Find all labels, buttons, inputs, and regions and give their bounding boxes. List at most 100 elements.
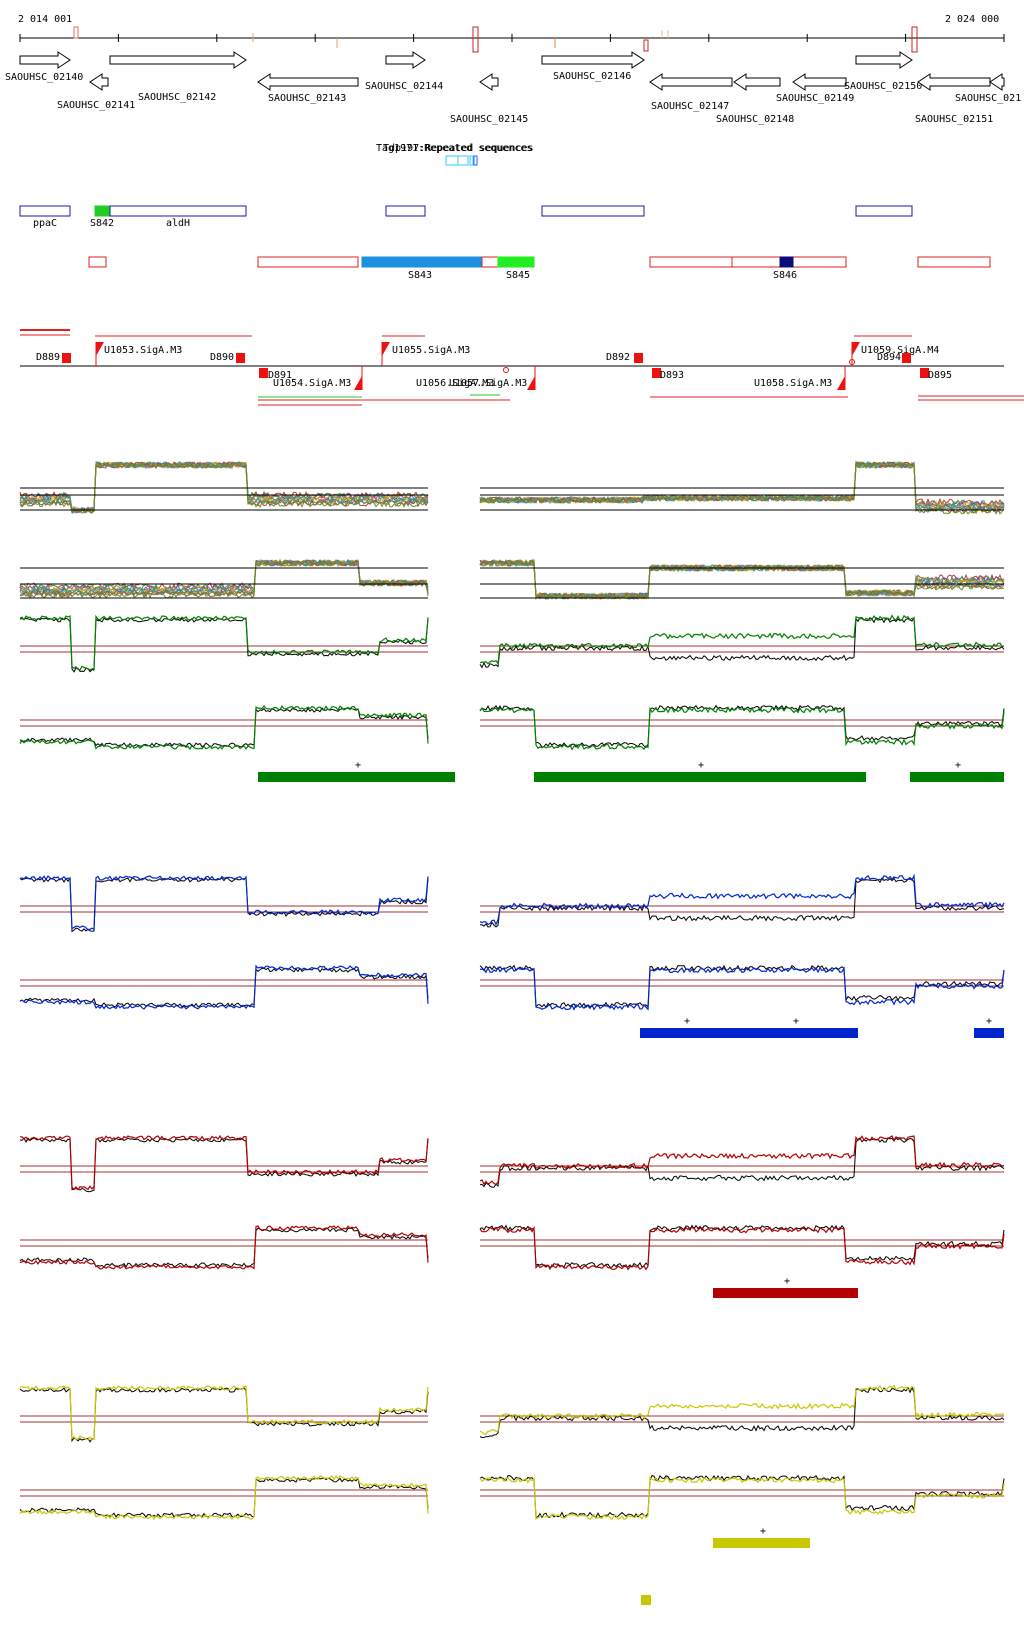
promoter-U1057: U1057.SigA.M3 — [449, 378, 527, 389]
profile-curve — [480, 876, 1005, 928]
significance-mark: + — [955, 760, 961, 771]
profile-curve — [479, 1386, 1005, 1439]
promoter-D894: D894 — [877, 352, 901, 363]
gene-label: SAOUHSC_02141 — [57, 100, 135, 111]
significance-mark: + — [355, 760, 361, 771]
profile-curve — [479, 1225, 1005, 1271]
gene-label: SAOUHSC_02140 — [5, 72, 83, 83]
significance-mark: + — [698, 760, 704, 771]
gene-arrow — [649, 73, 733, 91]
gene-arrow — [385, 51, 426, 69]
profile-panel-blue: + + + — [19, 873, 1005, 1038]
profile-curve — [19, 707, 429, 748]
profile-curve — [19, 1475, 429, 1521]
profile-curve — [19, 614, 429, 671]
gene-arrow — [109, 51, 247, 69]
profile-curve — [19, 964, 429, 1010]
promoter-D895: D895 — [928, 370, 952, 381]
significance-bar — [910, 772, 1004, 782]
annot-ppaC: ppaC — [33, 218, 57, 229]
significance-bar — [258, 772, 455, 782]
profile-curve — [19, 875, 429, 931]
annot-aldH: aldH — [166, 218, 190, 229]
significance-bar — [534, 772, 866, 782]
profile-curve — [19, 1227, 429, 1268]
profile-curve — [479, 1476, 1005, 1521]
profile-curve — [479, 461, 1005, 516]
promoter-U1059: U1059.SigA.M4 — [861, 345, 939, 356]
gene-arrow — [792, 73, 847, 91]
profile-curve — [19, 1137, 429, 1193]
gene-arrow — [89, 73, 109, 91]
profile-curve — [19, 461, 429, 514]
gene-label: SAOUHSC_02146 — [553, 71, 631, 82]
profile-curve — [19, 1477, 429, 1518]
significance-bar — [640, 1028, 858, 1038]
annot-S843: S843 — [408, 270, 432, 281]
promoter-U1055: U1055.SigA.M3 — [392, 345, 470, 356]
promoter-D892: D892 — [606, 352, 630, 363]
profile-curve — [479, 1135, 1005, 1186]
profile-curve — [479, 616, 1005, 669]
significance-mark: + — [986, 1016, 992, 1027]
gene-arrow — [479, 73, 499, 91]
profile-curve — [19, 558, 429, 599]
promoter-track: D889 U1053.SigA.M3 D890 D891 U1054.SigA.… — [20, 329, 1024, 406]
profile-curve — [479, 1224, 1005, 1269]
significance-bar — [974, 1028, 1004, 1038]
minus-strand-annotations: S843 S845 S846 — [88, 256, 991, 281]
profile-panel-yellow: + — [19, 1384, 1005, 1548]
significance-mark: + — [684, 1016, 690, 1027]
promoter-U1053: U1053.SigA.M3 — [104, 345, 182, 356]
profile-panel-all — [19, 460, 1005, 601]
profile-curve — [479, 1384, 1005, 1436]
promoter-D893: D893 — [660, 370, 684, 381]
gene-label: SAOUHSC_02148 — [716, 114, 794, 125]
gene-label: SAOUHSC_02149 — [776, 93, 854, 104]
profile-curve — [19, 1134, 429, 1191]
profile-curve — [19, 876, 429, 933]
promoter-D890: D890 — [210, 352, 234, 363]
profile-curve — [479, 873, 1005, 926]
gene-label: SAOUHSC_02150 — [844, 81, 922, 92]
annot-S842: S842 — [90, 218, 114, 229]
profile-curve — [19, 617, 429, 673]
significance-mark: + — [793, 1016, 799, 1027]
gene-arrow — [19, 51, 71, 69]
gene-arrow — [733, 73, 781, 91]
promoter-D889: D889 — [36, 352, 60, 363]
annot-S846: S846 — [773, 270, 797, 281]
profile-curve — [479, 460, 1005, 513]
profile-curve — [19, 461, 429, 514]
gene-arrow — [541, 51, 645, 69]
gene-arrow — [989, 73, 1005, 91]
profile-curve — [19, 1225, 429, 1270]
gene-label: SAOUHSC_02144 — [365, 81, 443, 92]
gene-arrow — [917, 73, 991, 91]
profile-curve — [19, 967, 429, 1008]
gene-label: SAOUHSC_02142 — [138, 92, 216, 103]
gene-label: SAOUHSC_021 — [955, 93, 1021, 104]
significance-mark: + — [784, 1276, 790, 1287]
profile-curve — [479, 706, 1005, 751]
profile-panel-red: + — [19, 1134, 1005, 1298]
profile-curve — [19, 1387, 429, 1443]
profile-curve — [479, 559, 1005, 601]
profile-curve — [479, 1137, 1005, 1188]
repeat-track: Tag1971:Repeated sequences Tdp197:Repeat… — [376, 143, 534, 166]
gene-arrow — [855, 51, 913, 69]
axis-end-label: 2 024 000 — [945, 14, 999, 25]
profile-curve — [19, 559, 429, 591]
significance-bar — [713, 1288, 858, 1298]
gene-label: SAOUHSC_02147 — [651, 101, 729, 112]
expression-profiles: + + + + + + + + — [19, 460, 1005, 1605]
significance-bar — [713, 1538, 810, 1548]
plus-strand-annotations: ppaC S842 aldH — [19, 205, 913, 229]
axis-start-label: 2 014 001 — [18, 14, 72, 25]
legend-square — [641, 1595, 651, 1605]
significance-mark: + — [760, 1526, 766, 1537]
profile-curve — [479, 966, 1005, 1011]
coordinate-axis: 2 014 001 2 024 000 — [18, 14, 1005, 53]
